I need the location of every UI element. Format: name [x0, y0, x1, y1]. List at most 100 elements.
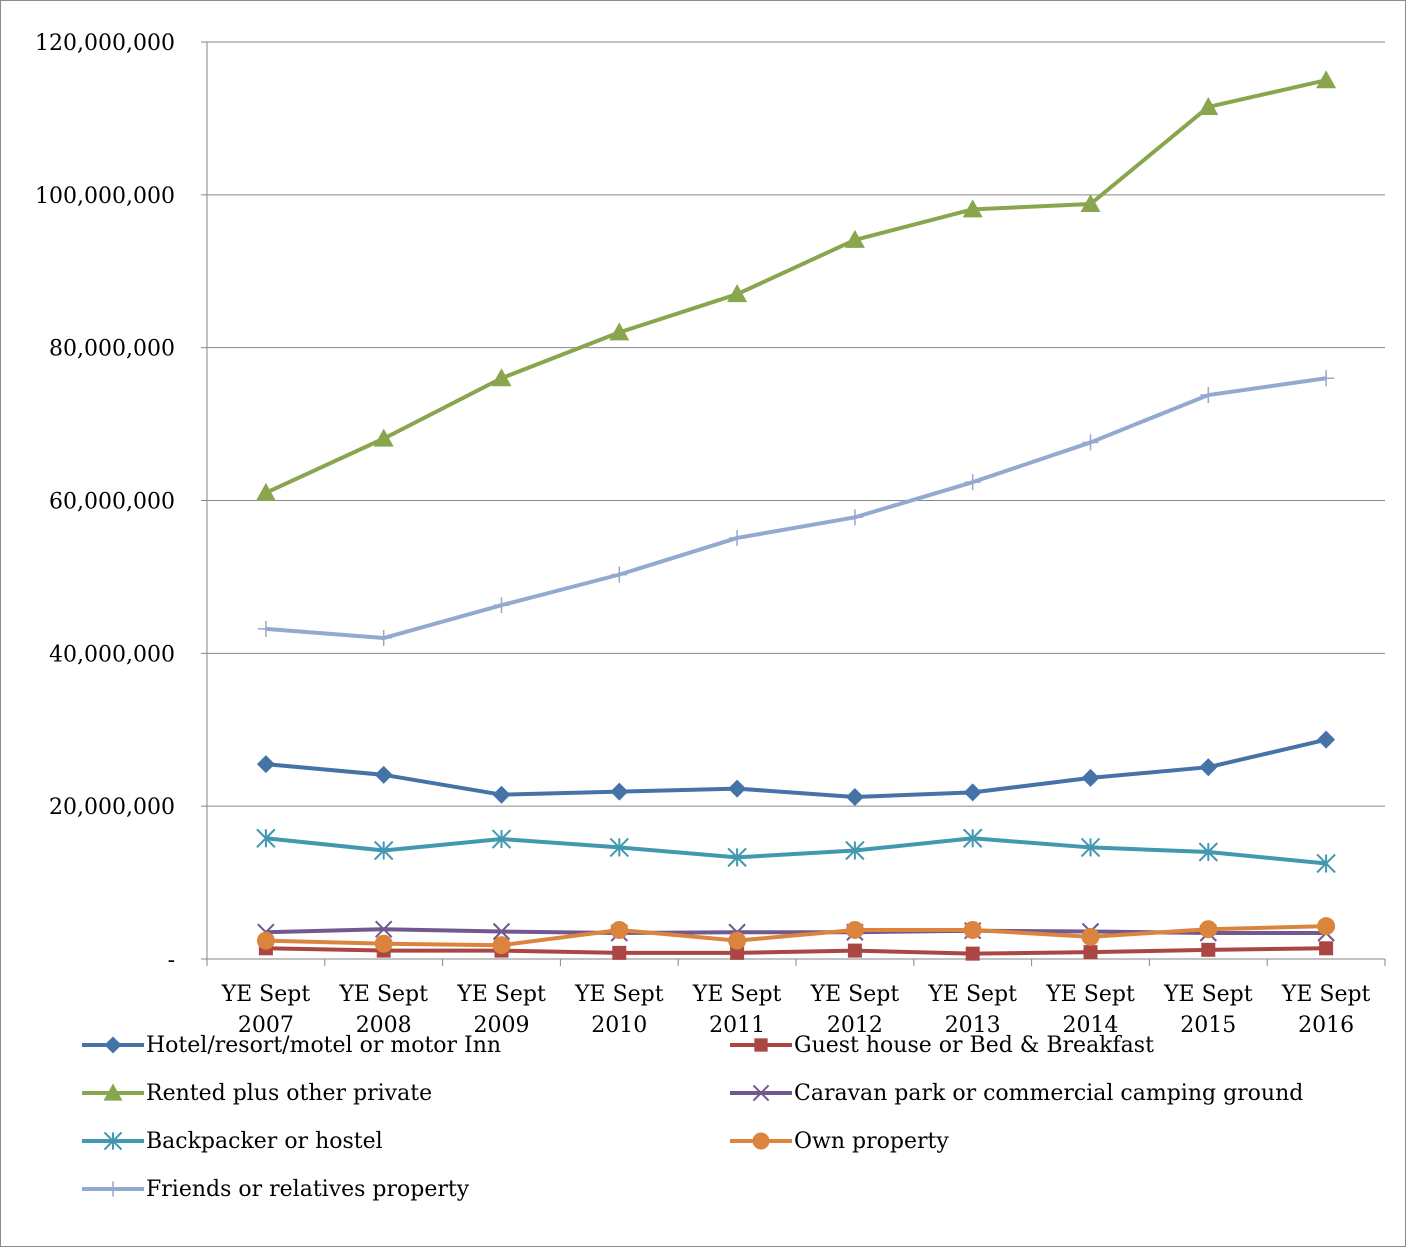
legend-swatch — [730, 1132, 792, 1150]
data-point — [964, 474, 981, 491]
data-point — [256, 931, 275, 950]
data-point — [963, 783, 982, 802]
x-tick-label: YE Sept 2011 — [692, 982, 782, 1038]
data-point — [609, 837, 630, 858]
legend-marker — [752, 1084, 770, 1102]
legend-label: Hotel/resort/motel or motor Inn — [146, 1032, 502, 1058]
x-tick-label: YE Sept 2010 — [574, 982, 664, 1038]
legend-swatch — [730, 1084, 792, 1102]
data-point — [491, 368, 512, 387]
series-line — [265, 376, 1327, 641]
series-own-property — [256, 917, 1336, 955]
series-rented-plus-other-private — [255, 70, 1337, 501]
data-point — [962, 828, 983, 848]
data-point — [374, 765, 393, 784]
x-tick-label: YE Sept 2007 — [221, 982, 311, 1038]
data-point — [373, 840, 394, 861]
data-point — [612, 945, 627, 960]
data-point — [845, 840, 865, 861]
legend-item: Guest house or Bed & Breakfast — [728, 1025, 1380, 1065]
data-point — [730, 945, 745, 960]
data-point — [255, 482, 276, 501]
data-point — [1081, 927, 1100, 946]
data-point — [1316, 853, 1336, 874]
data-point — [611, 566, 628, 583]
data-point — [1199, 920, 1218, 939]
legend-swatch — [730, 1038, 792, 1052]
legend-item: Hotel/resort/motel or motor Inn — [80, 1025, 728, 1065]
data-point — [610, 920, 629, 939]
legend-label: Friends or relatives property — [146, 1176, 470, 1202]
series-backpacker-or-hostel — [256, 828, 1336, 874]
x-tick-label: YE Sept 2012 — [810, 982, 900, 1038]
legend-item: Backpacker or hostel — [80, 1121, 728, 1161]
data-point — [846, 509, 863, 526]
legend-swatch — [82, 1181, 144, 1197]
y-tick-label: 100,000,000 — [35, 184, 175, 209]
data-point — [845, 787, 864, 806]
legend-label: Caravan park or commercial camping groun… — [794, 1080, 1304, 1106]
data-point — [257, 620, 274, 637]
legend-marker — [754, 1038, 768, 1052]
legend-label: Rented plus other private — [146, 1080, 433, 1106]
x-tick-label: YE Sept 2016 — [1281, 982, 1371, 1038]
y-tick-label: 80,000,000 — [49, 337, 175, 362]
data-point — [1083, 945, 1098, 960]
data-point — [256, 828, 276, 848]
series-line — [265, 78, 1327, 495]
x-tick-label: YE Sept 2014 — [1045, 982, 1135, 1038]
series-line — [265, 924, 1327, 948]
data-point — [374, 920, 393, 938]
data-point — [1198, 842, 1219, 862]
data-point — [1200, 387, 1217, 404]
series-line — [265, 946, 1327, 956]
data-point — [492, 785, 511, 804]
legend-marker — [104, 1036, 122, 1054]
legend-swatch — [82, 1131, 144, 1151]
x-tick-label: YE Sept 2013 — [927, 982, 1017, 1038]
data-point — [728, 779, 747, 798]
data-point — [727, 847, 747, 868]
data-point — [1317, 917, 1336, 936]
legend-item: Caravan park or commercial camping groun… — [728, 1073, 1380, 1113]
series-friends-or-relatives-property — [257, 370, 1335, 647]
legend-label: Backpacker or hostel — [146, 1128, 383, 1154]
legend-marker — [752, 1132, 770, 1150]
series-line — [265, 737, 1327, 799]
y-tick-label: - — [168, 948, 175, 973]
data-point — [373, 428, 394, 447]
y-tick-label: 20,000,000 — [49, 795, 175, 820]
data-point — [727, 284, 748, 303]
legend-swatch — [82, 1083, 144, 1101]
data-point — [609, 322, 630, 341]
legend-swatch — [82, 1036, 144, 1054]
data-point — [845, 920, 864, 939]
series-line — [265, 836, 1327, 866]
data-point — [1201, 942, 1216, 957]
legend-label: Guest house or Bed & Breakfast — [794, 1032, 1154, 1058]
data-point — [1199, 758, 1218, 777]
data-point — [1082, 434, 1099, 451]
y-tick-label: 120,000,000 — [35, 31, 175, 56]
data-point — [374, 934, 393, 953]
data-point — [492, 936, 511, 955]
data-point — [1316, 70, 1337, 89]
data-point — [1080, 837, 1101, 858]
data-point — [1081, 768, 1100, 787]
data-point — [493, 597, 510, 614]
x-tick-label: YE Sept 2015 — [1163, 982, 1253, 1038]
x-tick-label: YE Sept 2009 — [456, 982, 546, 1038]
legend-item: Friends or relatives property — [80, 1169, 728, 1209]
data-point — [256, 755, 275, 774]
data-point — [492, 922, 511, 941]
legend-marker — [103, 1131, 123, 1151]
y-tick-label: 60,000,000 — [49, 490, 175, 515]
x-tick-label: YE Sept 2008 — [338, 982, 428, 1038]
legend-item: Rented plus other private — [80, 1073, 728, 1113]
data-point — [847, 943, 862, 958]
data-point — [963, 920, 982, 939]
data-point — [1318, 370, 1335, 387]
chart-legend: Hotel/resort/motel or motor Inn Guest hou… — [80, 1025, 1380, 1209]
